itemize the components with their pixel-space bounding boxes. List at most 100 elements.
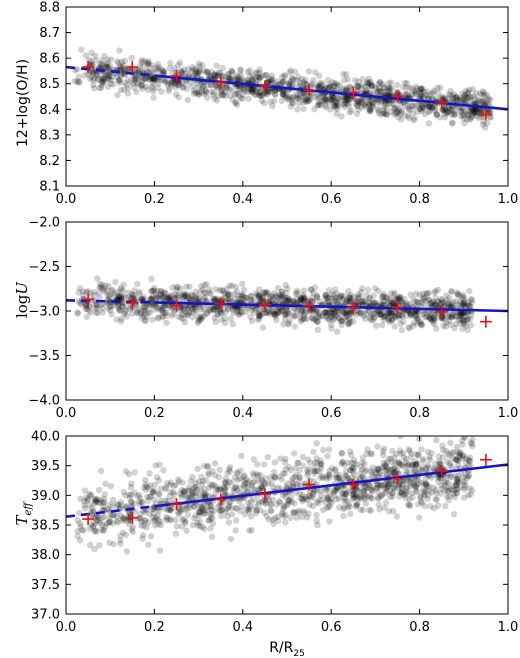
scatter-point [433, 301, 440, 309]
scatter-point [189, 489, 197, 496]
scatter-point [354, 299, 361, 306]
scatter-point [222, 480, 229, 487]
scatter-point [207, 307, 214, 315]
scatter-point [285, 96, 292, 103]
scatter-point [115, 292, 123, 299]
scatter-point [430, 103, 437, 111]
scatter-point [390, 100, 397, 107]
scatter-point [119, 517, 127, 524]
scatter-point [296, 474, 304, 482]
scatter-point [105, 76, 112, 83]
scatter-point [294, 95, 301, 103]
scatter-point [305, 93, 312, 101]
scatter-point [121, 309, 128, 316]
scatter-point [421, 309, 428, 317]
scatter-point [343, 474, 350, 481]
scatter-point [420, 456, 427, 463]
scatter-point [445, 496, 452, 504]
scatter-point [138, 58, 145, 66]
scatter-point [359, 490, 367, 497]
scatter-point [365, 75, 373, 82]
scatter-point [279, 491, 287, 499]
x-tick-label: 1.0 [498, 406, 519, 421]
scatter-point [333, 102, 341, 109]
scatter-point [349, 465, 357, 472]
scatter-point [248, 292, 255, 299]
scatter-point [453, 478, 461, 485]
scatter-point [182, 305, 189, 312]
scatter-point [231, 91, 239, 98]
scatter-point [286, 497, 293, 504]
scatter-point [206, 517, 213, 524]
scatter-point [251, 486, 259, 493]
scatter-point [113, 316, 120, 323]
scatter-point [301, 295, 308, 302]
scatter-point [221, 491, 228, 498]
scatter-point [109, 73, 116, 81]
scatter-point [90, 81, 97, 89]
scatter-point [107, 501, 114, 508]
scatter-point [270, 307, 277, 315]
scatter-point [189, 309, 197, 316]
scatter-point [389, 300, 396, 307]
scatter-point [404, 112, 412, 120]
scatter-point [106, 508, 114, 515]
scatter-point [96, 517, 103, 524]
scatter-point [394, 312, 402, 319]
scatter-point [111, 292, 118, 300]
scatter-point [320, 446, 327, 454]
scatter-point [149, 301, 156, 309]
scatter-point [419, 103, 426, 110]
scatter-point [441, 104, 448, 112]
scatter-point [380, 459, 387, 466]
scatter-point [245, 478, 253, 485]
scatter-point [256, 295, 263, 302]
scatter-point [347, 291, 354, 299]
scatter-point [363, 484, 370, 492]
scatter-point [238, 309, 246, 316]
scatter-point [251, 503, 259, 510]
scatter-point [137, 310, 144, 317]
scatter-point [101, 499, 108, 506]
scatter-point [315, 500, 322, 507]
scatter-point [169, 69, 176, 77]
scatter-point [279, 294, 286, 301]
scatter-point [181, 488, 188, 496]
scatter-point [218, 310, 225, 317]
scatter-point [160, 294, 167, 302]
scatter-point [131, 84, 138, 91]
scatter-point [233, 101, 241, 108]
scatter-point [376, 483, 384, 490]
scatter-point [271, 311, 278, 318]
scatter-point [454, 449, 461, 456]
scatter-point [366, 106, 373, 113]
scatter-point [328, 325, 335, 332]
scatter-point [411, 90, 419, 97]
scatter-point [294, 92, 302, 99]
scatter-point [458, 316, 466, 323]
scatter-point [409, 494, 416, 501]
scatter-point [193, 69, 201, 76]
scatter-point [148, 296, 156, 304]
scatter-point [469, 436, 476, 443]
scatter-point [335, 314, 343, 322]
scatter-point [99, 514, 106, 521]
scatter-point [279, 91, 286, 99]
scatter-point [186, 283, 193, 290]
scatter-point [444, 483, 451, 490]
scatter-point [103, 63, 110, 70]
scatter-point [418, 299, 425, 306]
scatter-point [293, 90, 300, 98]
scatter-point [249, 77, 256, 85]
scatter-point [195, 91, 202, 99]
scatter-point [217, 308, 224, 315]
scatter-point [97, 467, 105, 475]
scatter-point [479, 97, 486, 105]
scatter-point [204, 82, 211, 89]
scatter-point [261, 289, 269, 297]
scatter-point [265, 88, 272, 95]
scatter-point [354, 487, 361, 494]
scatter-point [298, 294, 305, 301]
scatter-point [273, 316, 280, 324]
scatter-point [400, 491, 408, 499]
